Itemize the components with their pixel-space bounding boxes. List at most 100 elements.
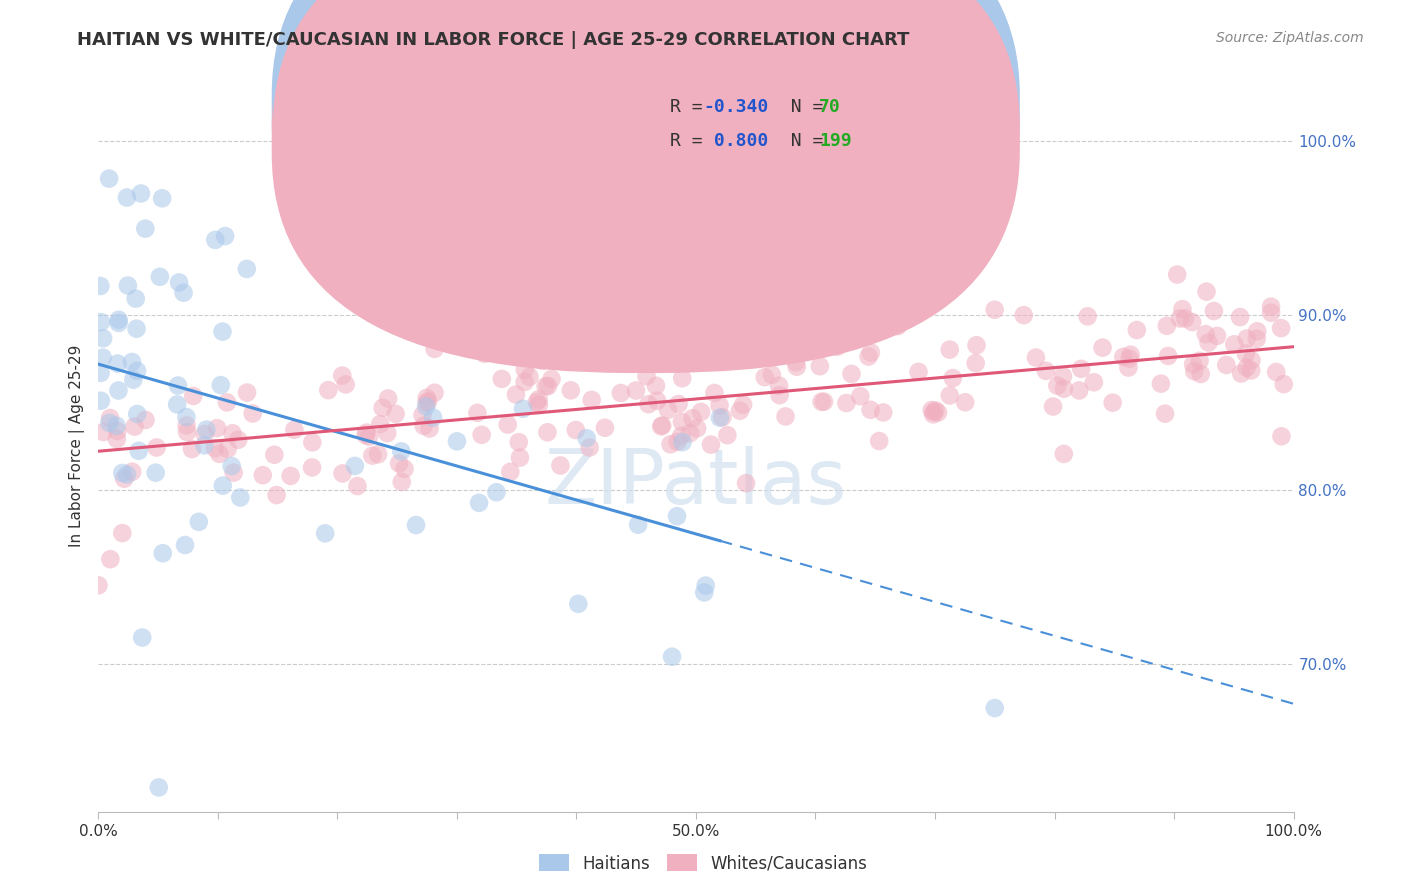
Point <box>671 415 693 429</box>
Point <box>813 394 835 409</box>
Point <box>105 418 128 433</box>
Point <box>942 371 965 385</box>
Point <box>105 432 128 446</box>
Point <box>872 405 894 419</box>
Point <box>668 397 690 411</box>
Point <box>859 345 882 359</box>
Point <box>107 424 129 438</box>
Point <box>1154 407 1177 421</box>
Point <box>513 362 536 376</box>
Point <box>567 597 589 611</box>
Point <box>485 485 508 500</box>
Point <box>167 276 190 290</box>
Point <box>187 515 209 529</box>
Point <box>91 351 114 365</box>
Point <box>314 526 336 541</box>
Point <box>415 400 437 414</box>
Point <box>1189 367 1212 381</box>
Point <box>1215 358 1237 372</box>
Point <box>204 442 226 456</box>
Point <box>509 450 531 465</box>
Point <box>173 285 195 300</box>
Point <box>666 434 689 449</box>
Point <box>343 458 366 473</box>
Point <box>1234 346 1257 360</box>
Text: 199: 199 <box>820 132 852 150</box>
Point <box>496 417 519 432</box>
Point <box>98 411 121 425</box>
Point <box>1126 323 1149 337</box>
Point <box>1270 429 1292 443</box>
Point <box>526 227 548 241</box>
Point <box>1168 311 1191 326</box>
Point <box>581 392 603 407</box>
Point <box>389 444 412 458</box>
Point <box>1112 350 1135 364</box>
Point <box>107 316 129 330</box>
Point <box>768 388 790 402</box>
Point <box>115 467 138 482</box>
Point <box>176 418 198 433</box>
Point <box>659 437 682 451</box>
Point <box>131 631 153 645</box>
Point <box>446 434 468 449</box>
Point <box>887 319 910 334</box>
Point <box>1230 367 1253 381</box>
Point <box>785 355 807 369</box>
Point <box>367 447 389 461</box>
Point <box>1091 341 1114 355</box>
Point <box>242 407 264 421</box>
Point <box>499 465 522 479</box>
Point <box>693 585 716 599</box>
Point <box>1236 360 1258 375</box>
Point <box>695 578 717 592</box>
Point <box>127 407 149 421</box>
Point <box>1229 310 1251 324</box>
Point <box>330 368 353 383</box>
Y-axis label: In Labor Force | Age 25-29: In Labor Force | Age 25-29 <box>69 345 86 547</box>
FancyBboxPatch shape <box>624 87 863 157</box>
Point <box>236 385 259 400</box>
Point <box>537 379 560 393</box>
Point <box>111 526 134 541</box>
Point <box>205 421 228 435</box>
Point <box>252 468 274 483</box>
Point <box>965 356 987 370</box>
Point <box>125 321 148 335</box>
Point <box>536 425 558 440</box>
Point <box>176 425 198 439</box>
Point <box>89 279 111 293</box>
Point <box>565 423 588 437</box>
Point <box>1025 351 1047 365</box>
Point <box>531 353 554 368</box>
Point <box>1150 376 1173 391</box>
Point <box>371 401 394 415</box>
Point <box>332 467 354 481</box>
Point <box>1260 300 1282 314</box>
Point <box>1174 311 1197 326</box>
Point <box>346 479 368 493</box>
Point <box>953 395 976 409</box>
Point <box>868 434 890 448</box>
Point <box>1118 360 1140 375</box>
Point <box>121 355 143 369</box>
Point <box>610 386 633 401</box>
Text: 70: 70 <box>820 98 841 116</box>
Point <box>700 437 723 451</box>
Point <box>1035 364 1057 378</box>
Point <box>966 338 988 352</box>
Point <box>148 780 170 795</box>
Point <box>98 416 121 430</box>
Point <box>550 458 572 473</box>
Point <box>98 552 122 566</box>
Point <box>1157 349 1180 363</box>
Point <box>98 171 121 186</box>
Point <box>405 518 427 533</box>
Point <box>152 546 174 560</box>
Point <box>858 350 880 364</box>
Point <box>775 409 797 424</box>
Point <box>181 442 204 456</box>
Point <box>761 368 783 382</box>
Point <box>423 342 446 356</box>
Point <box>671 371 693 385</box>
